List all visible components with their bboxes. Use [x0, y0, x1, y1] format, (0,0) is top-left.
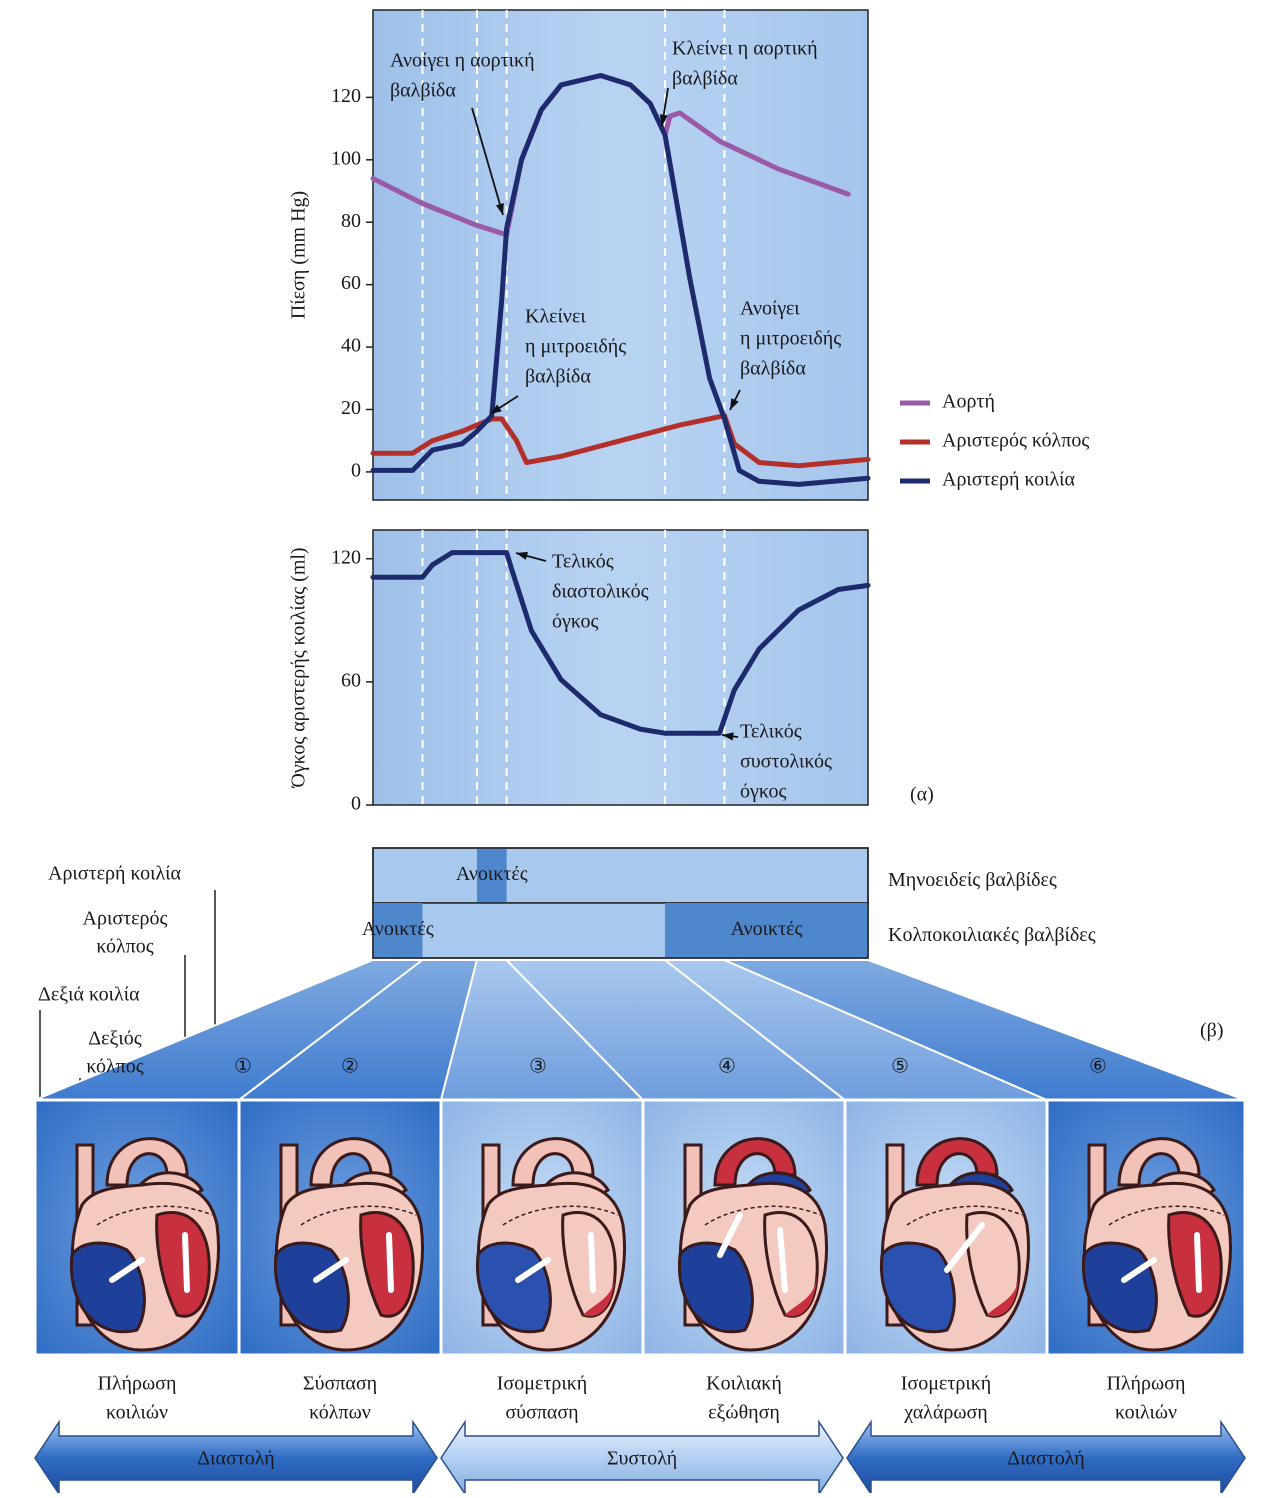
y-tick-label: 0 — [351, 793, 361, 815]
flow-arrow — [185, 1235, 187, 1290]
stage-caption: σύσπαση — [505, 1402, 578, 1424]
annotation: όγκος — [740, 781, 786, 803]
stage-caption: Πλήρωση — [98, 1373, 177, 1395]
annotation: Ανοίγει η αορτική — [390, 50, 535, 72]
heart-label: Αριστερός — [83, 908, 168, 930]
y-tick-label: 80 — [341, 210, 361, 232]
annotation: βαλβίδα — [525, 366, 591, 388]
phase-label: Συστολή — [607, 1448, 677, 1470]
y-tick-label: 60 — [341, 669, 361, 691]
stage-caption: κοιλιών — [106, 1402, 168, 1424]
phase-label: Διαστολή — [1007, 1448, 1085, 1470]
y-tick-label: 100 — [331, 147, 361, 169]
stage-number: ③ — [529, 1056, 547, 1078]
panel-label: (β) — [1200, 1020, 1224, 1042]
annotation: βαλβίδα — [740, 358, 806, 380]
legend-label: Αριστερή κοιλία — [942, 469, 1076, 491]
valve-open-label: Ανοικτές — [456, 863, 528, 885]
annotation: βαλβίδα — [672, 68, 738, 90]
stage-number: ② — [341, 1056, 359, 1078]
y-axis-label: Όγκος αριστερής κοιλίας (ml) — [288, 547, 310, 788]
page: 0 20 40 60 80 100 120 Πίεση (mm Hg) Ανοίγει η αο… — [0, 0, 1287, 1493]
stage-caption: κοιλιών — [1115, 1402, 1177, 1424]
valve-row-label: Μηνοειδείς βαλβίδες — [888, 869, 1057, 891]
annotation: διαστολικός — [552, 581, 649, 603]
heart-label: Δεξιός — [88, 1028, 142, 1050]
figure: 0 20 40 60 80 100 120 Πίεση (mm Hg) Ανοίγει η αο… — [0, 0, 1287, 1493]
valve-open-label: Ανοικτές — [731, 918, 803, 940]
y-axis-label: Πίεση (mm Hg) — [288, 191, 310, 319]
phase-label: Διαστολή — [197, 1448, 275, 1470]
stage-caption: χαλάρωση — [903, 1402, 987, 1424]
flow-arrow — [1197, 1235, 1199, 1290]
annotation: Ανοίγει — [740, 298, 800, 320]
legend-label: Αορτή — [942, 391, 995, 413]
panel-label: (α) — [910, 784, 934, 806]
y-tick-label: 20 — [341, 397, 361, 419]
annotation: συστολικός — [740, 751, 832, 773]
flow-arrow — [389, 1235, 391, 1290]
heart-label: κόλπος — [86, 1056, 143, 1078]
y-tick-label: 40 — [341, 335, 361, 357]
stage-caption: Πλήρωση — [1107, 1373, 1186, 1395]
stage-caption: Ισομετρική — [497, 1373, 588, 1395]
valve-row-label: Κολποκοιλιακές βαλβίδες — [888, 924, 1096, 946]
stage-number: ④ — [718, 1056, 736, 1078]
annotation: βαλβίδα — [390, 80, 456, 102]
stage-number: ① — [234, 1056, 252, 1078]
stage-number: ⑤ — [891, 1056, 909, 1078]
flow-arrow — [591, 1235, 593, 1290]
valve-row — [373, 848, 868, 903]
heart-label: Δεξιά κοιλία — [38, 984, 140, 1006]
y-tick-label: 0 — [351, 460, 361, 482]
stage-caption: κόλπων — [309, 1402, 371, 1424]
stage-caption: Ισομετρική — [901, 1373, 992, 1395]
annotation: Κλείνει η αορτική — [672, 38, 818, 60]
annotation: Τελικός — [552, 551, 614, 573]
legend-label: Αριστερός κόλπος — [942, 430, 1089, 452]
y-tick-label: 60 — [341, 272, 361, 294]
annotation: Τελικός — [740, 721, 802, 743]
stage-number: ⑥ — [1089, 1056, 1107, 1078]
annotation: η μιτροειδής — [525, 336, 626, 358]
heart-label: Αριστερή κοιλία — [48, 863, 182, 885]
stage-caption: Κοιλιακή — [706, 1373, 782, 1395]
stage-caption: εξώθηση — [708, 1402, 780, 1424]
annotation: όγκος — [552, 611, 598, 633]
annotation: η μιτροειδής — [740, 328, 841, 350]
y-tick-label: 120 — [331, 546, 361, 568]
annotation: Κλείνει — [525, 306, 586, 328]
stage-caption: Σύσπαση — [303, 1373, 377, 1395]
y-tick-label: 120 — [331, 85, 361, 107]
heart-label: κόλπος — [96, 936, 153, 958]
